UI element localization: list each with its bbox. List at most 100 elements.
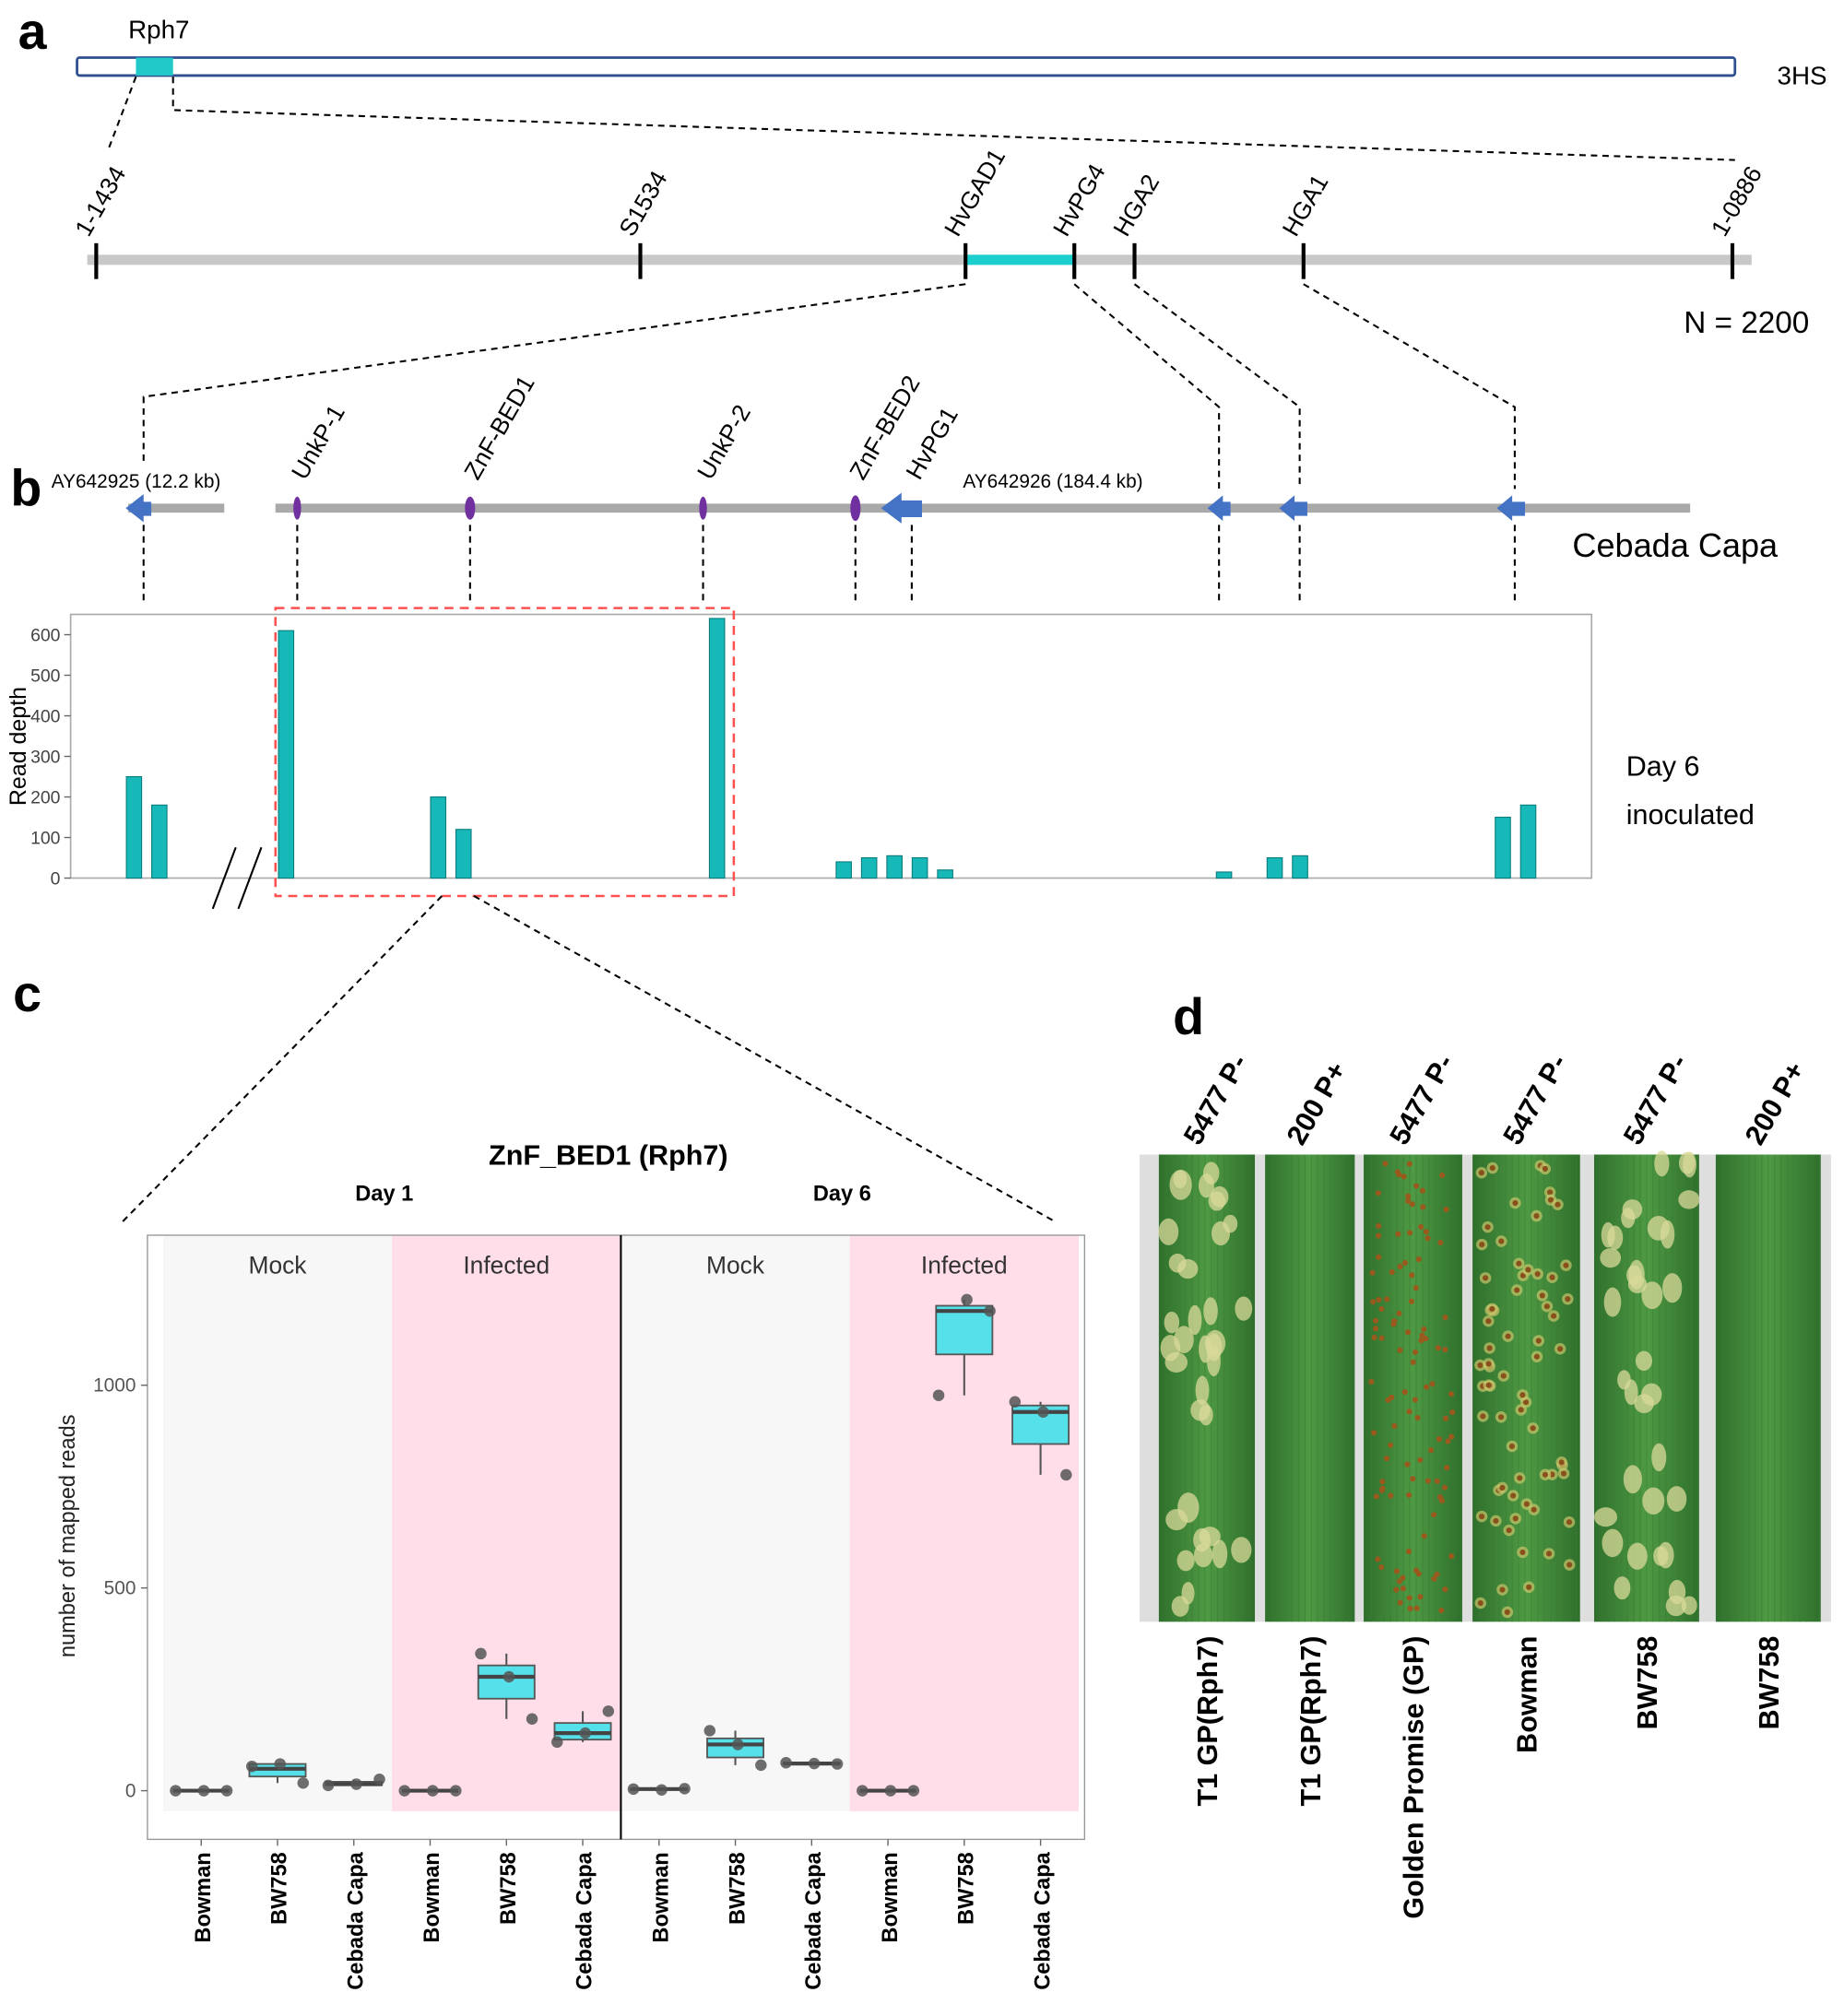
pustule (1493, 1517, 1499, 1524)
pustule (1389, 1268, 1395, 1276)
coverage-plot: 0 100 200 300 400 500 600 (30, 618, 1537, 890)
line-label: T1 GP(Rph7) (1295, 1636, 1327, 1807)
leaf (1265, 1154, 1355, 1622)
coverage-bar (125, 775, 143, 879)
fleck (1164, 1311, 1180, 1334)
pustule (1512, 1515, 1519, 1522)
fleck (1668, 1579, 1686, 1605)
coverage-bar (430, 796, 447, 879)
fleck (1621, 1208, 1636, 1229)
pustule (1500, 1373, 1507, 1379)
pustule (1382, 1161, 1389, 1167)
point (220, 1785, 233, 1797)
pustule (1424, 1384, 1430, 1390)
pustule (1533, 1353, 1540, 1360)
pustule (1383, 1456, 1390, 1462)
box (935, 1304, 994, 1356)
point (602, 1705, 615, 1717)
gene (293, 496, 301, 520)
pustule (1480, 1413, 1486, 1420)
point (350, 1778, 362, 1790)
pustule (1510, 1492, 1517, 1499)
pustule (1429, 1381, 1436, 1387)
fleck (1193, 1543, 1213, 1568)
fleck (1165, 1508, 1188, 1531)
fleck (1208, 1191, 1225, 1211)
axis-break (211, 846, 263, 910)
condition: inoculated (1626, 799, 1755, 831)
pustule (1375, 1190, 1381, 1197)
pustule (1405, 1197, 1412, 1205)
pustule (1400, 1574, 1406, 1581)
pustule (1435, 1345, 1441, 1351)
panel-label: c (13, 965, 41, 1022)
point (274, 1758, 287, 1770)
pustule (1442, 1586, 1448, 1593)
pustule (1384, 1296, 1390, 1303)
fleck (1177, 1258, 1199, 1279)
pustule (1547, 1197, 1554, 1203)
pustule (1401, 1389, 1408, 1396)
pustule (1376, 1222, 1382, 1230)
gene (465, 496, 476, 520)
pustule (1478, 1170, 1484, 1176)
pustule (1516, 1260, 1522, 1267)
pustule (1420, 1204, 1426, 1210)
pustule (1534, 1271, 1541, 1278)
y-tick-label: 600 (30, 625, 61, 645)
pustule (1418, 1338, 1424, 1344)
fleck (1158, 1218, 1179, 1245)
point (1060, 1468, 1072, 1481)
coverage-bar (1266, 857, 1283, 879)
pustule (1479, 1514, 1485, 1520)
fleck (1642, 1487, 1665, 1515)
fleck (1626, 1542, 1648, 1570)
fleck (1662, 1273, 1683, 1303)
point (170, 1785, 182, 1797)
candidates (293, 495, 861, 522)
line-label: Bowman (1512, 1636, 1543, 1753)
line-label: BW758 (1632, 1636, 1663, 1730)
pustule (1519, 1392, 1526, 1398)
pustule (1378, 1335, 1385, 1341)
pustule (1406, 1595, 1413, 1601)
y-tick-label: 200 (30, 787, 61, 808)
zoom-lines (106, 76, 1735, 161)
point (984, 1304, 996, 1317)
coverage-bar (455, 829, 472, 879)
x-tick-label: Bowman (420, 1852, 444, 1942)
pustule (1413, 1183, 1420, 1189)
pustule (1396, 1172, 1402, 1178)
pustule (1408, 1298, 1415, 1304)
fleck (1212, 1539, 1228, 1569)
pustule (1376, 1232, 1382, 1239)
pustule (1395, 1231, 1401, 1237)
pustule (1368, 1378, 1375, 1385)
pustule (1375, 1556, 1381, 1562)
chromosome (76, 56, 1737, 77)
pustule (1369, 1269, 1376, 1276)
point (627, 1783, 640, 1796)
pustule (1414, 1414, 1421, 1421)
pustule (1423, 1229, 1429, 1235)
pustule (1486, 1345, 1493, 1351)
coverage-bar (1215, 871, 1233, 879)
fleck (1203, 1297, 1218, 1326)
x-tick-label: Bowman (650, 1852, 674, 1942)
pustule (1410, 1359, 1416, 1365)
pustule (1379, 1485, 1386, 1491)
pustule (1499, 1484, 1506, 1491)
point (1037, 1406, 1049, 1419)
pustule (1405, 1549, 1413, 1555)
line-label: T1 GP(Rph7) (1192, 1636, 1223, 1807)
pustule (1437, 1239, 1444, 1246)
leaf (1364, 1154, 1462, 1622)
point (732, 1739, 744, 1751)
pustule (1404, 1461, 1411, 1468)
pustule (1444, 1465, 1450, 1471)
pustule (1421, 1533, 1427, 1539)
leaf-photo: 5477 P-T1 GP(Rph7)200 P+T1 GP(Rph7)5477 … (1140, 1049, 1831, 1919)
pustule (1378, 1305, 1385, 1313)
pustule (1424, 1478, 1431, 1484)
